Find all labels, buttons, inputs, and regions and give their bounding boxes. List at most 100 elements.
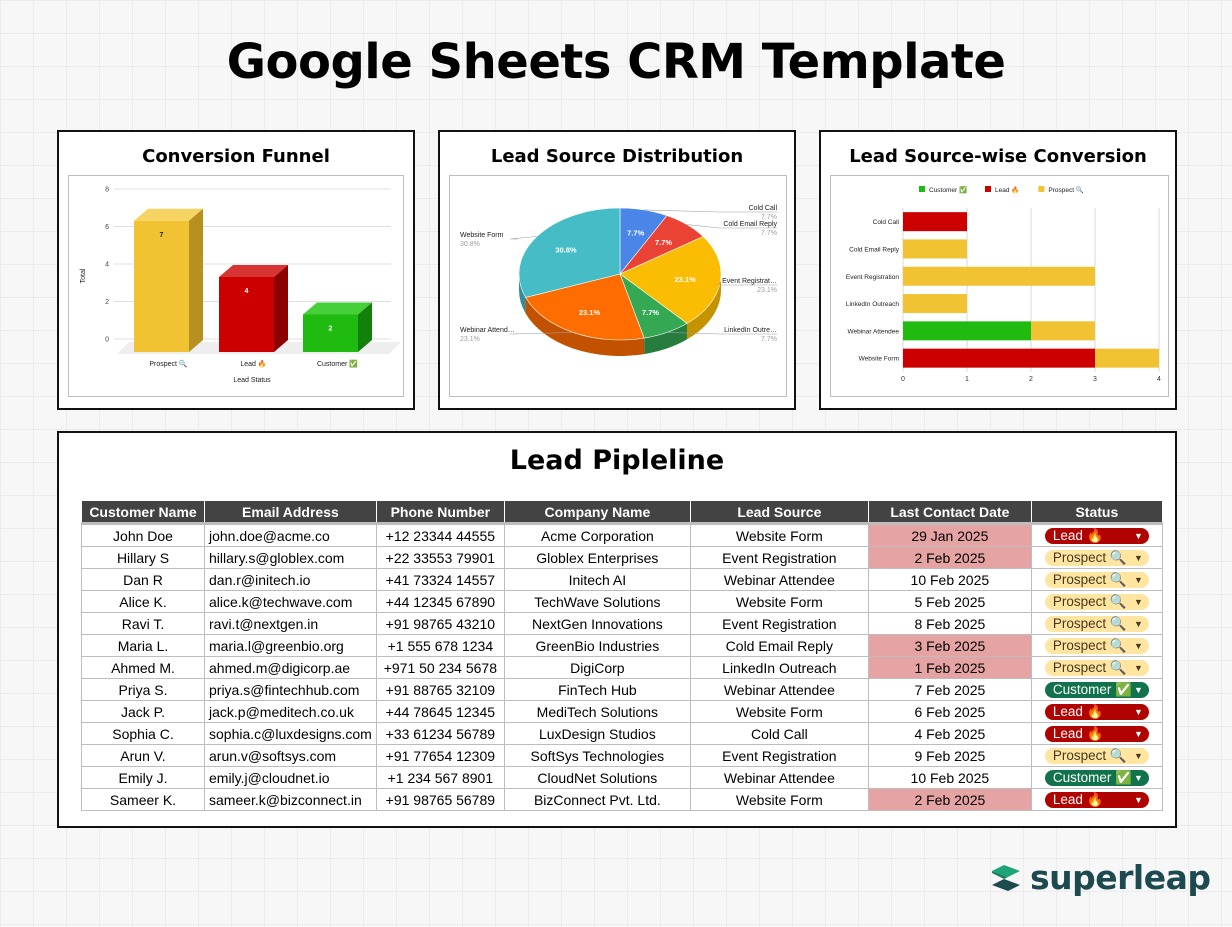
cell-lead-source[interactable]: Website Form — [689, 700, 869, 723]
status-dropdown[interactable]: Lead 🔥 ▼ — [1044, 528, 1149, 544]
cell-email[interactable]: dan.r@initech.io — [204, 568, 377, 591]
cell-phone[interactable]: +44 78645 12345 — [375, 700, 505, 723]
cell-phone[interactable]: +41 73324 14557 — [375, 568, 505, 591]
status-dropdown[interactable]: Prospect 🔍 ▼ — [1044, 616, 1149, 632]
header-email-address[interactable]: Email Address — [204, 500, 377, 525]
cell-lead-source[interactable]: Cold Email Reply — [689, 634, 869, 657]
cell-customer-name[interactable]: Sameer K. — [81, 788, 205, 811]
cell-customer-name[interactable]: Jack P. — [81, 700, 205, 723]
cell-last-contact-date[interactable]: 4 Feb 2025 — [867, 722, 1032, 745]
cell-customer-name[interactable]: Alice K. — [81, 590, 205, 613]
cell-email[interactable]: emily.j@cloudnet.io — [204, 766, 377, 789]
cell-last-contact-date[interactable]: 7 Feb 2025 — [867, 678, 1032, 701]
cell-email[interactable]: jack.p@meditech.co.uk — [204, 700, 377, 723]
cell-email[interactable]: hillary.s@globlex.com — [204, 546, 377, 569]
cell-email[interactable]: sameer.k@bizconnect.in — [204, 788, 377, 811]
cell-lead-source[interactable]: Website Form — [689, 788, 869, 811]
cell-company[interactable]: SoftSys Technologies — [503, 744, 691, 767]
status-dropdown[interactable]: Customer ✅ ▼ — [1044, 682, 1149, 698]
cell-lead-source[interactable]: Website Form — [689, 590, 869, 613]
lead-source-conversion-chart[interactable]: Customer ✅ Lead 🔥 Prospect 🔍 0 1 2 3 4 Cold Call… — [830, 175, 1169, 397]
cell-last-contact-date[interactable]: 10 Feb 2025 — [867, 766, 1032, 789]
cell-email[interactable]: ahmed.m@digicorp.ae — [204, 656, 377, 679]
cell-company[interactable]: Globlex Enterprises — [503, 546, 691, 569]
cell-company[interactable]: DigiCorp — [503, 656, 691, 679]
cell-last-contact-date[interactable]: 9 Feb 2025 — [867, 744, 1032, 767]
cell-company[interactable]: MediTech Solutions — [503, 700, 691, 723]
cell-customer-name[interactable]: Emily J. — [81, 766, 205, 789]
cell-company[interactable]: TechWave Solutions — [503, 590, 691, 613]
status-dropdown[interactable]: Prospect 🔍 ▼ — [1044, 572, 1149, 588]
header-lead-source[interactable]: Lead Source — [689, 500, 869, 525]
header-company-name[interactable]: Company Name — [503, 500, 691, 525]
cell-company[interactable]: BizConnect Pvt. Ltd. — [503, 788, 691, 811]
cell-phone[interactable]: +33 61234 56789 — [375, 722, 505, 745]
status-dropdown[interactable]: Customer ✅ ▼ — [1044, 770, 1149, 786]
cell-company[interactable]: LuxDesign Studios — [503, 722, 691, 745]
cell-email[interactable]: john.doe@acme.co — [204, 523, 377, 547]
cell-company[interactable]: Acme Corporation — [503, 523, 691, 547]
cell-last-contact-date[interactable]: 2 Feb 2025 — [867, 546, 1032, 569]
cell-lead-source[interactable]: Webinar Attendee — [689, 678, 869, 701]
cell-company[interactable]: FinTech Hub — [503, 678, 691, 701]
cell-last-contact-date[interactable]: 5 Feb 2025 — [867, 590, 1032, 613]
cell-phone[interactable]: +1 555 678 1234 — [375, 634, 505, 657]
cell-phone[interactable]: +91 77654 12309 — [375, 744, 505, 767]
cell-company[interactable]: GreenBio Industries — [503, 634, 691, 657]
cell-last-contact-date[interactable]: 29 Jan 2025 — [867, 523, 1032, 547]
cell-customer-name[interactable]: Arun V. — [81, 744, 205, 767]
status-dropdown[interactable]: Prospect 🔍 ▼ — [1044, 594, 1149, 610]
cell-email[interactable]: sophia.c@luxdesigns.com — [204, 722, 377, 745]
cell-phone[interactable]: +12 23344 44555 — [375, 523, 505, 547]
cell-customer-name[interactable]: Hillary S — [81, 546, 205, 569]
header-customer-name[interactable]: Customer Name — [81, 500, 205, 525]
cell-last-contact-date[interactable]: 2 Feb 2025 — [867, 788, 1032, 811]
cell-lead-source[interactable]: Event Registration — [689, 744, 869, 767]
cell-customer-name[interactable]: Sophia C. — [81, 722, 205, 745]
conversion-funnel-chart[interactable]: Total 0 2 4 6 8 7 Prospect 🔍 4 Lead 🔥 2 Customer ✅ L… — [68, 175, 404, 397]
cell-last-contact-date[interactable]: 1 Feb 2025 — [867, 656, 1032, 679]
cell-last-contact-date[interactable]: 3 Feb 2025 — [867, 634, 1032, 657]
cell-phone[interactable]: +91 98765 56789 — [375, 788, 505, 811]
status-dropdown[interactable]: Lead 🔥 ▼ — [1044, 726, 1149, 742]
cell-email[interactable]: maria.l@greenbio.org — [204, 634, 377, 657]
cell-customer-name[interactable]: Priya S. — [81, 678, 205, 701]
superleap-logo[interactable]: superleap — [990, 858, 1211, 897]
cell-lead-source[interactable]: Website Form — [689, 523, 869, 547]
cell-phone[interactable]: +91 88765 32109 — [375, 678, 505, 701]
cell-phone[interactable]: +44 12345 67890 — [375, 590, 505, 613]
cell-phone[interactable]: +22 33553 79901 — [375, 546, 505, 569]
lead-source-distribution-chart[interactable]: 7.7% 7.7% 23.1% 7.7% 23.1% 30.8% Cold Call 7.7%… — [449, 175, 787, 397]
header-phone-number[interactable]: Phone Number — [375, 500, 505, 525]
header-status[interactable]: Status — [1030, 500, 1163, 525]
cell-last-contact-date[interactable]: 10 Feb 2025 — [867, 568, 1032, 591]
cell-company[interactable]: Initech AI — [503, 568, 691, 591]
cell-phone[interactable]: +91 98765 43210 — [375, 612, 505, 635]
cell-lead-source[interactable]: Webinar Attendee — [689, 766, 869, 789]
status-dropdown[interactable]: Prospect 🔍 ▼ — [1044, 660, 1149, 676]
cell-customer-name[interactable]: John Doe — [81, 523, 205, 547]
header-last-contact-date[interactable]: Last Contact Date — [867, 500, 1032, 525]
cell-lead-source[interactable]: Event Registration — [689, 546, 869, 569]
cell-email[interactable]: alice.k@techwave.com — [204, 590, 377, 613]
status-dropdown[interactable]: Prospect 🔍 ▼ — [1044, 638, 1149, 654]
cell-email[interactable]: arun.v@softsys.com — [204, 744, 377, 767]
cell-phone[interactable]: +971 50 234 5678 — [375, 656, 505, 679]
cell-customer-name[interactable]: Dan R — [81, 568, 205, 591]
cell-lead-source[interactable]: Event Registration — [689, 612, 869, 635]
cell-company[interactable]: CloudNet Solutions — [503, 766, 691, 789]
cell-email[interactable]: priya.s@fintechhub.com — [204, 678, 377, 701]
cell-last-contact-date[interactable]: 8 Feb 2025 — [867, 612, 1032, 635]
cell-lead-source[interactable]: Cold Call — [689, 722, 869, 745]
cell-customer-name[interactable]: Maria L. — [81, 634, 205, 657]
cell-customer-name[interactable]: Ravi T. — [81, 612, 205, 635]
status-dropdown[interactable]: Prospect 🔍 ▼ — [1044, 748, 1149, 764]
cell-customer-name[interactable]: Ahmed M. — [81, 656, 205, 679]
cell-phone[interactable]: +1 234 567 8901 — [375, 766, 505, 789]
status-dropdown[interactable]: Prospect 🔍 ▼ — [1044, 550, 1149, 566]
cell-company[interactable]: NextGen Innovations — [503, 612, 691, 635]
cell-email[interactable]: ravi.t@nextgen.in — [204, 612, 377, 635]
cell-lead-source[interactable]: LinkedIn Outreach — [689, 656, 869, 679]
status-dropdown[interactable]: Lead 🔥 ▼ — [1044, 792, 1149, 808]
cell-lead-source[interactable]: Webinar Attendee — [689, 568, 869, 591]
